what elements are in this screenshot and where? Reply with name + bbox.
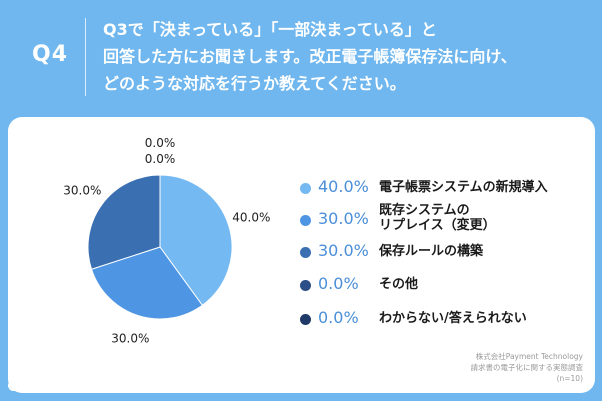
- legend-label: 既存システムの リプレイス（変更）: [379, 203, 584, 233]
- legend-percent: 30.0%: [318, 209, 369, 228]
- question-text: Q3で「決まっている」「一部決まっている」と 回答した方にお聞きします。改正電子…: [103, 16, 588, 97]
- pie-slice: [90, 246, 204, 320]
- header: Q4 Q3で「決まっている」「一部決まっている」と 回答した方にお聞きします。改…: [0, 0, 602, 113]
- pie-slice: [87, 174, 161, 270]
- question-line: どのような対応を行うか教えてください。: [103, 74, 406, 93]
- legend-label: 電子帳票システムの新規導入: [379, 180, 584, 195]
- legend-label: わからない/答えられない: [379, 311, 584, 326]
- source-note: 株式会社Payment Technology 請求書の電子化に関する実態調査 (…: [471, 351, 584, 384]
- source-line: 株式会社Payment Technology: [475, 352, 583, 361]
- legend-percent: 30.0%: [318, 241, 369, 260]
- legend-swatch: [300, 280, 311, 291]
- source-line: 請求書の電子化に関する実態調査: [470, 363, 584, 372]
- legend-label-line: 既存システムの: [379, 203, 470, 218]
- legend-swatch: [300, 215, 311, 226]
- legend-swatch: [300, 314, 311, 325]
- header-divider: [85, 18, 86, 96]
- search-chat-icon: [8, 380, 19, 391]
- pie-slice: [159, 174, 233, 306]
- legend-percent: 0.0%: [318, 308, 359, 327]
- chart-card: 40.0% 30.0% 30.0% 0.0% 0.0% 40.0% 電子帳票システムの新…: [8, 117, 595, 393]
- legend-label-line: わからない/答えられない: [379, 311, 527, 326]
- question-number: Q4: [32, 42, 69, 67]
- pie-value-label: 0.0%: [145, 136, 176, 150]
- legend-label-line: 電子帳票システムの新規導入: [379, 180, 548, 195]
- pie-value-label: 30.0%: [111, 331, 149, 345]
- pie-value-label: 0.0%: [145, 152, 176, 166]
- pie-value-label: 40.0%: [232, 210, 270, 224]
- legend-label-line: リプレイス（変更）: [379, 218, 496, 233]
- legend-swatch: [300, 183, 311, 194]
- legend-label: その他: [379, 277, 584, 292]
- legend-item-other: 0.0% その他: [300, 273, 590, 303]
- pie-chart: 40.0% 30.0% 30.0% 0.0% 0.0%: [63, 136, 270, 345]
- legend-item-new-system: 40.0% 電子帳票システムの新規導入: [300, 176, 590, 206]
- legend-percent: 40.0%: [318, 177, 369, 196]
- pie-value-label: 30.0%: [63, 184, 101, 198]
- brand-logo: リサピー: [8, 375, 69, 392]
- legend-item-storage-rules: 30.0% 保存ルールの構築: [300, 240, 590, 270]
- brand-name: リサピー: [21, 377, 70, 391]
- legend-label: 保存ルールの構築: [379, 244, 584, 259]
- legend-label-line: その他: [379, 277, 419, 292]
- legend-swatch: [300, 247, 311, 258]
- legend-percent: 0.0%: [318, 274, 359, 293]
- question-line: 回答した方にお聞きします。改正電子帳簿保存法に向け、: [103, 47, 517, 66]
- source-line: (n=10): [556, 374, 583, 383]
- legend-label-line: 保存ルールの構築: [379, 244, 484, 259]
- legend-item-replace-system: 30.0% 既存システムの リプレイス（変更）: [300, 203, 590, 238]
- legend-item-unknown: 0.0% わからない/答えられない: [300, 307, 590, 337]
- question-line: Q3で「決まっている」「一部決まっている」と: [103, 20, 437, 39]
